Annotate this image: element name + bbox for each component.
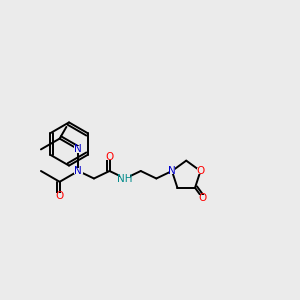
- Text: O: O: [105, 152, 114, 162]
- FancyBboxPatch shape: [197, 168, 204, 174]
- Text: N: N: [74, 144, 82, 154]
- FancyBboxPatch shape: [74, 146, 82, 153]
- FancyBboxPatch shape: [199, 195, 206, 201]
- FancyBboxPatch shape: [56, 193, 63, 200]
- FancyBboxPatch shape: [106, 153, 113, 160]
- FancyBboxPatch shape: [169, 168, 175, 174]
- FancyBboxPatch shape: [120, 175, 130, 182]
- Text: N: N: [168, 166, 176, 176]
- Text: NH: NH: [117, 173, 133, 184]
- Text: O: O: [196, 166, 205, 176]
- FancyBboxPatch shape: [74, 168, 82, 174]
- Text: O: O: [198, 193, 207, 203]
- Text: N: N: [74, 166, 82, 176]
- Text: O: O: [56, 191, 64, 201]
